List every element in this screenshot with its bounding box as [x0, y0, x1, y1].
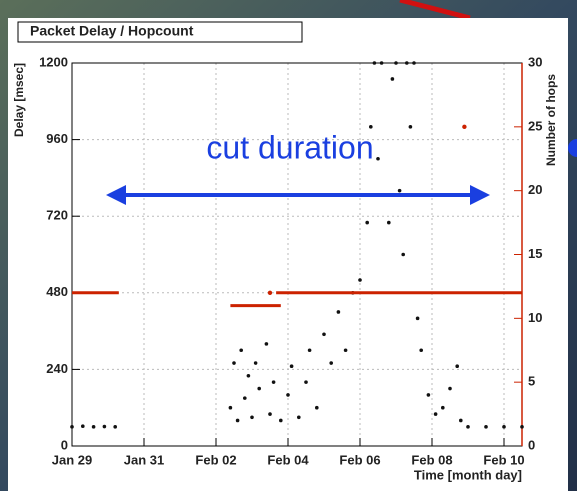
data-point	[268, 412, 272, 416]
data-point	[459, 419, 463, 423]
data-point	[254, 361, 258, 365]
data-point	[229, 406, 233, 410]
y-tick-label: 960	[46, 131, 68, 146]
x-tick-label: Feb 10	[483, 452, 524, 467]
chart: Packet Delay / Hopcount Delay [msec] Num…	[0, 0, 577, 491]
data-point	[337, 310, 341, 314]
data-point	[462, 125, 466, 129]
data-point	[265, 342, 269, 346]
data-point	[70, 425, 74, 429]
data-point	[419, 348, 423, 352]
data-point	[103, 425, 107, 429]
data-point	[434, 412, 438, 416]
data-point	[394, 61, 398, 65]
x-tick-label: Jan 31	[124, 452, 164, 467]
y-tick-label: 0	[61, 437, 68, 452]
data-point	[250, 415, 254, 419]
y-tick-label: 480	[46, 284, 68, 299]
data-point	[286, 393, 290, 397]
data-point	[409, 125, 413, 129]
data-point	[520, 425, 524, 429]
data-point	[243, 396, 247, 400]
data-point	[81, 424, 85, 428]
data-point	[412, 61, 416, 65]
x-tick-label: Feb 02	[195, 452, 236, 467]
data-point	[416, 317, 420, 321]
data-point	[322, 332, 326, 336]
data-point	[304, 380, 308, 384]
y2-tick-label: 15	[528, 246, 542, 261]
data-point	[315, 406, 319, 410]
x-tick-label: Feb 04	[267, 452, 309, 467]
data-point	[272, 380, 276, 384]
y-tick-label: 720	[46, 208, 68, 223]
page: {"chart_data":{"type":"scatter","title":…	[0, 0, 577, 491]
data-point	[380, 61, 384, 65]
data-point	[484, 425, 488, 429]
x-tick-label: Feb 06	[339, 452, 380, 467]
data-point	[358, 278, 362, 282]
chart-title: Packet Delay / Hopcount	[30, 23, 194, 39]
y2-tick-label: 0	[528, 437, 535, 452]
y2-axis-label: Number of hops	[544, 74, 558, 166]
data-point	[373, 61, 377, 65]
data-point	[405, 61, 409, 65]
y-tick-label: 1200	[39, 54, 68, 69]
data-point	[401, 253, 405, 257]
y-axis-label: Delay [msec]	[12, 63, 26, 137]
data-point	[344, 348, 348, 352]
data-point	[239, 348, 243, 352]
data-point	[268, 291, 272, 295]
data-point	[290, 364, 294, 368]
data-point	[92, 425, 96, 429]
data-point	[247, 374, 251, 378]
data-point	[448, 387, 452, 391]
y-tick-label: 240	[46, 361, 68, 376]
y2-tick-label: 20	[528, 182, 542, 197]
data-point	[369, 125, 373, 129]
data-point	[376, 157, 380, 161]
data-point	[232, 361, 236, 365]
y2-tick-label: 10	[528, 310, 542, 325]
data-point	[279, 419, 283, 423]
data-point	[466, 425, 470, 429]
data-point	[297, 415, 301, 419]
data-point	[113, 425, 117, 429]
x-tick-label: Jan 29	[52, 452, 92, 467]
data-point	[441, 406, 445, 410]
y2-tick-label: 5	[528, 374, 535, 389]
data-point	[455, 364, 459, 368]
y2-tick-label: 25	[528, 118, 542, 133]
y2-tick-label: 30	[528, 54, 542, 69]
data-point	[398, 189, 402, 193]
data-point	[308, 348, 312, 352]
data-point	[387, 221, 391, 225]
x-tick-label: Feb 08	[411, 452, 452, 467]
data-point	[329, 361, 333, 365]
data-point	[427, 393, 431, 397]
data-point	[391, 77, 395, 81]
data-point	[365, 221, 369, 225]
data-point	[257, 387, 261, 391]
data-point	[236, 419, 240, 423]
data-point	[502, 425, 506, 429]
x-axis-label: Time [month day]	[414, 467, 522, 482]
annotation: cut duration	[206, 129, 373, 165]
